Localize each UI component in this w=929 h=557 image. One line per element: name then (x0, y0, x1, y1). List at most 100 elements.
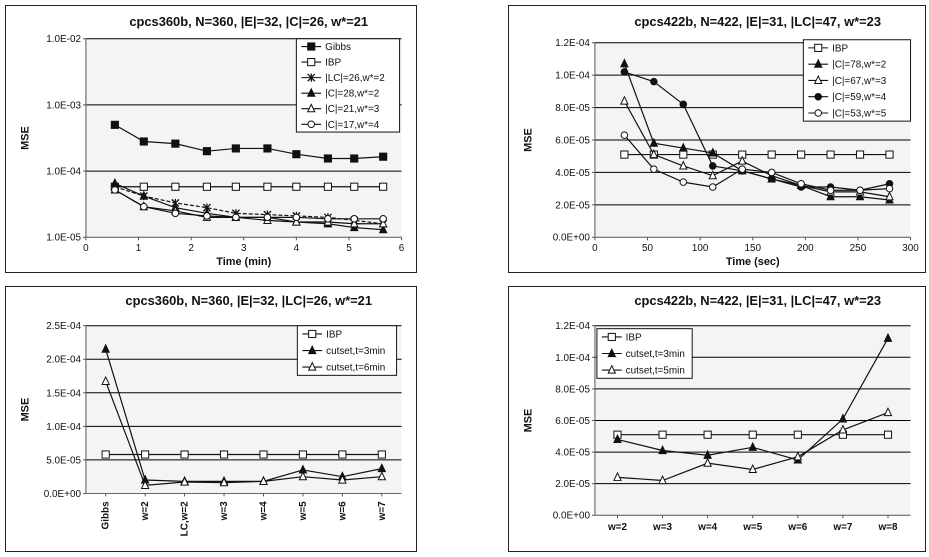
data-point-shape (231, 144, 240, 153)
y-tick-label: 1.0E-04 (46, 167, 81, 178)
data-point-shape (678, 160, 688, 170)
x-tick-label: 0 (592, 243, 598, 254)
series-line (114, 189, 384, 220)
data-point-shape (140, 479, 150, 489)
legend-marker (813, 58, 823, 68)
data-point (298, 471, 308, 481)
data-point (883, 430, 893, 439)
data-point (379, 182, 388, 191)
data-point-shape (649, 137, 659, 147)
x-tick-label: w=8 (877, 522, 897, 533)
data-point (620, 150, 629, 159)
data-point-shape (620, 95, 629, 105)
data-point (323, 154, 332, 163)
y-tick-label: 1.0E-02 (46, 34, 81, 45)
data-point (140, 479, 150, 489)
y-tick-label: 2.0E-05 (555, 200, 590, 211)
legend-marker-shape (307, 361, 317, 371)
data-point (292, 150, 301, 159)
data-point-shape (738, 165, 746, 173)
y-tick-label: 0.0E+00 (44, 489, 82, 500)
data-point (658, 430, 667, 439)
data-point (338, 450, 347, 459)
data-point (323, 182, 332, 191)
data-point (649, 137, 659, 147)
legend-label: cutset,t=3min (326, 346, 385, 357)
legend-marker-shape (308, 329, 317, 339)
x-tick-label: w=3 (652, 522, 672, 533)
data-point (767, 168, 776, 177)
data-point-shape (679, 150, 688, 159)
data-point-shape (171, 182, 180, 191)
data-point (885, 191, 894, 201)
data-point (748, 441, 758, 451)
chart-title: cpcs360b, N=360, |E|=32, |C|=26, w*=21 (129, 14, 368, 29)
series-line (114, 189, 384, 225)
legend-label: |C|=17,w*=4 (325, 120, 380, 131)
x-tick-label: 5 (346, 243, 352, 254)
data-point (649, 149, 659, 159)
x-axis-label: Time (min) (216, 256, 271, 268)
legend-marker (307, 120, 316, 129)
y-tick-label: 0.0E+00 (553, 233, 591, 244)
data-point-shape (658, 430, 667, 439)
legend-marker-shape (814, 92, 823, 101)
data-point (620, 131, 629, 139)
data-point (298, 450, 307, 459)
data-point-shape (202, 182, 212, 191)
data-point-shape (748, 430, 757, 439)
legend-label: cutset,t=6min (326, 363, 385, 374)
data-point-shape (350, 182, 359, 191)
y-tick-label: 1.0E-04 (46, 422, 81, 433)
y-tick-label: 1.2E-04 (555, 38, 590, 49)
data-point (708, 162, 717, 170)
legend-marker (307, 73, 316, 82)
data-point (378, 224, 388, 234)
data-point (658, 444, 667, 455)
y-tick-label: 5.0E-05 (46, 455, 81, 466)
x-tick-label: 1 (136, 243, 142, 254)
data-point (838, 413, 848, 423)
legend-label: |C|=59,w*=4 (832, 92, 887, 103)
data-point-shape (678, 142, 688, 152)
y-tick-label: 1.0E-03 (46, 100, 81, 111)
data-point-shape (826, 150, 835, 159)
data-point (232, 213, 240, 222)
data-point (350, 215, 358, 223)
y-tick-label: 6.0E-05 (555, 135, 590, 146)
legend-marker-shape (307, 58, 316, 67)
data-point-shape (111, 186, 119, 194)
y-tick-label: 1.5E-04 (46, 388, 81, 399)
data-point (613, 433, 622, 444)
y-tick-label: 1.0E-05 (46, 233, 81, 244)
x-tick-label: 300 (902, 243, 919, 254)
chart-title: cpcs422b, N=422, |E|=31, |LC|=47, w*=23 (634, 293, 881, 308)
legend-label: |C|=67,w*=3 (832, 76, 887, 87)
data-point (767, 175, 776, 183)
data-point-shape (377, 450, 386, 459)
chart-cpcs422b-time: 0.0E+00 2.0E-05 4.0E-05 6.0E-05 8.0E-05 1.0E-… (522, 14, 919, 268)
legend-label: IBP (832, 43, 848, 54)
data-point (231, 182, 240, 191)
series-line (114, 124, 384, 160)
data-point (613, 471, 622, 481)
data-point-shape (140, 202, 148, 211)
data-point-shape (797, 179, 805, 188)
data-point-shape (378, 224, 388, 234)
data-point (679, 178, 688, 186)
data-point-shape (613, 433, 622, 444)
data-point (748, 463, 758, 474)
x-tick-label: 6 (399, 243, 405, 254)
data-point (678, 142, 688, 152)
x-tick-label: 100 (692, 243, 709, 254)
series-line (105, 349, 382, 482)
data-point-shape (350, 154, 359, 163)
data-point (883, 332, 893, 342)
data-point (856, 186, 864, 195)
legend-marker-shape (813, 58, 823, 68)
data-point (349, 218, 359, 228)
data-point (101, 375, 111, 385)
data-point-shape (139, 182, 148, 191)
data-point (679, 100, 688, 109)
legend-marker-shape (607, 347, 617, 358)
